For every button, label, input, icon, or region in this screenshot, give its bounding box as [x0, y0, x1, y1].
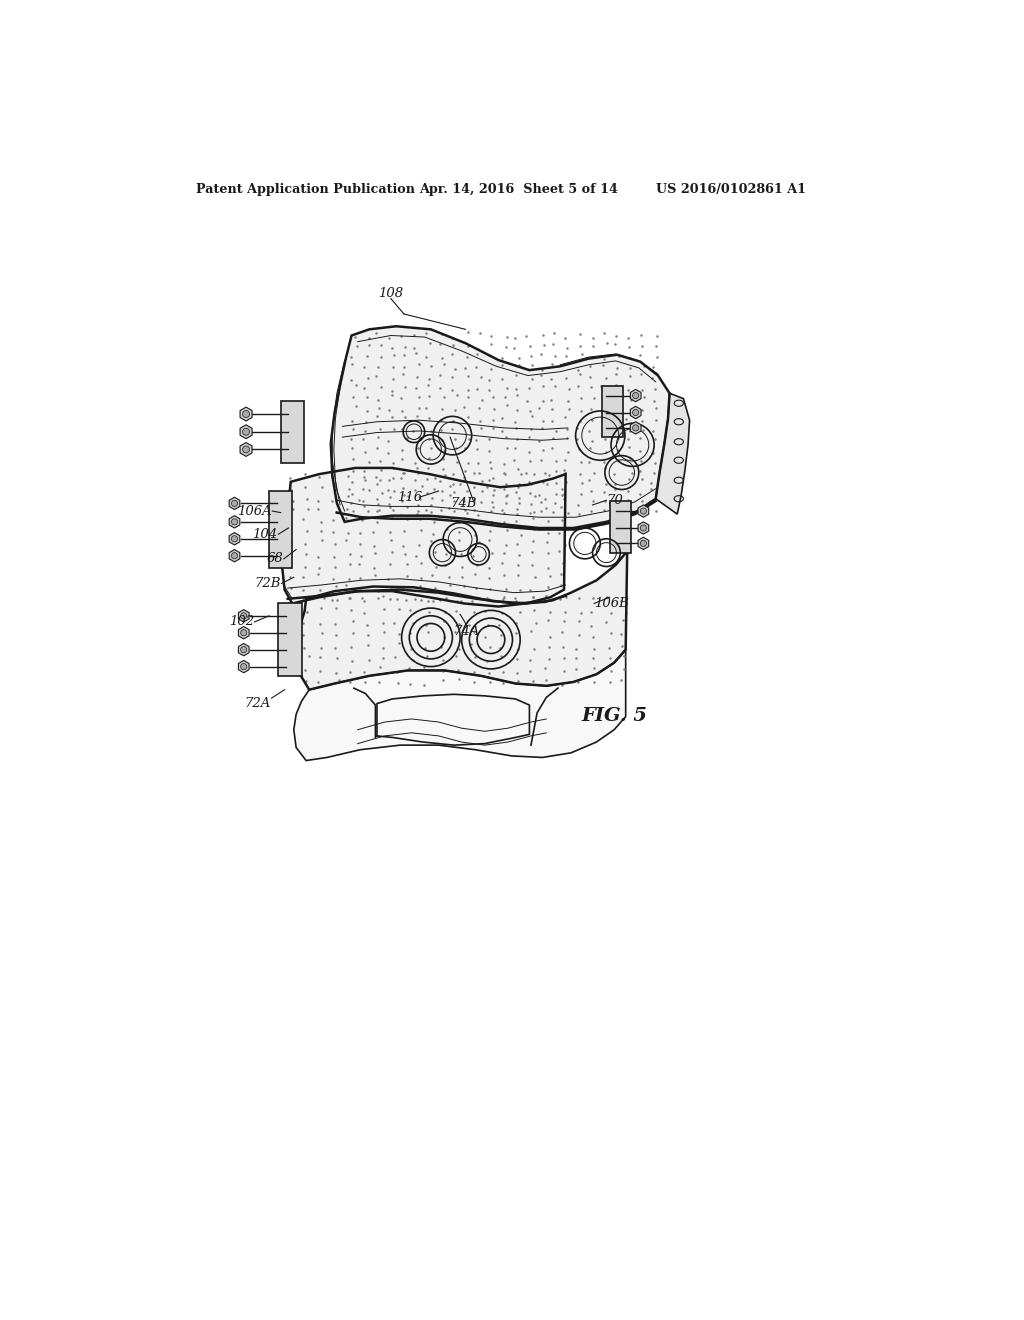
Text: 74B: 74B [450, 496, 476, 510]
Text: 106B: 106B [594, 597, 629, 610]
Polygon shape [638, 537, 649, 549]
Circle shape [243, 411, 250, 417]
Polygon shape [240, 442, 252, 457]
Text: 70: 70 [606, 494, 624, 507]
Polygon shape [240, 407, 252, 421]
Polygon shape [229, 498, 240, 510]
Polygon shape [229, 549, 240, 562]
Circle shape [633, 409, 639, 416]
Text: Apr. 14, 2016  Sheet 5 of 14: Apr. 14, 2016 Sheet 5 of 14 [419, 183, 618, 197]
Polygon shape [609, 502, 631, 553]
Polygon shape [282, 469, 565, 607]
Polygon shape [631, 389, 641, 401]
Polygon shape [229, 516, 240, 528]
Polygon shape [229, 533, 240, 545]
Polygon shape [269, 491, 292, 568]
Text: FIG. 5: FIG. 5 [582, 708, 647, 725]
Text: 116: 116 [396, 491, 422, 504]
Text: 104: 104 [253, 528, 278, 541]
Circle shape [640, 540, 646, 546]
Polygon shape [239, 627, 249, 639]
Polygon shape [631, 407, 641, 418]
Polygon shape [240, 425, 252, 438]
Polygon shape [281, 401, 304, 462]
Polygon shape [602, 385, 624, 437]
Text: 102: 102 [228, 615, 254, 628]
Text: 108: 108 [378, 286, 403, 300]
Polygon shape [239, 644, 249, 656]
Text: US 2016/0102861 A1: US 2016/0102861 A1 [655, 183, 806, 197]
Circle shape [231, 553, 238, 558]
Circle shape [231, 519, 238, 525]
Circle shape [640, 508, 646, 515]
Text: 68: 68 [266, 552, 283, 565]
Circle shape [633, 392, 639, 399]
Polygon shape [638, 506, 649, 517]
Polygon shape [239, 610, 249, 622]
Text: Patent Application Publication: Patent Application Publication [196, 183, 415, 197]
Polygon shape [638, 521, 649, 535]
Polygon shape [655, 393, 689, 515]
Circle shape [241, 612, 247, 619]
Circle shape [231, 500, 238, 507]
Circle shape [241, 664, 247, 669]
Circle shape [241, 647, 247, 653]
Text: 72B: 72B [254, 577, 281, 590]
Text: 74A: 74A [454, 624, 480, 638]
Polygon shape [279, 603, 301, 676]
Text: 72A: 72A [245, 697, 270, 710]
Polygon shape [631, 422, 641, 434]
Polygon shape [239, 660, 249, 673]
Circle shape [640, 525, 646, 531]
Polygon shape [297, 552, 628, 689]
Circle shape [243, 446, 250, 453]
Text: 106A: 106A [237, 504, 271, 517]
Circle shape [243, 428, 250, 436]
Circle shape [633, 425, 639, 432]
Polygon shape [294, 649, 626, 760]
Circle shape [241, 630, 247, 636]
Circle shape [231, 536, 238, 543]
Polygon shape [331, 326, 670, 528]
